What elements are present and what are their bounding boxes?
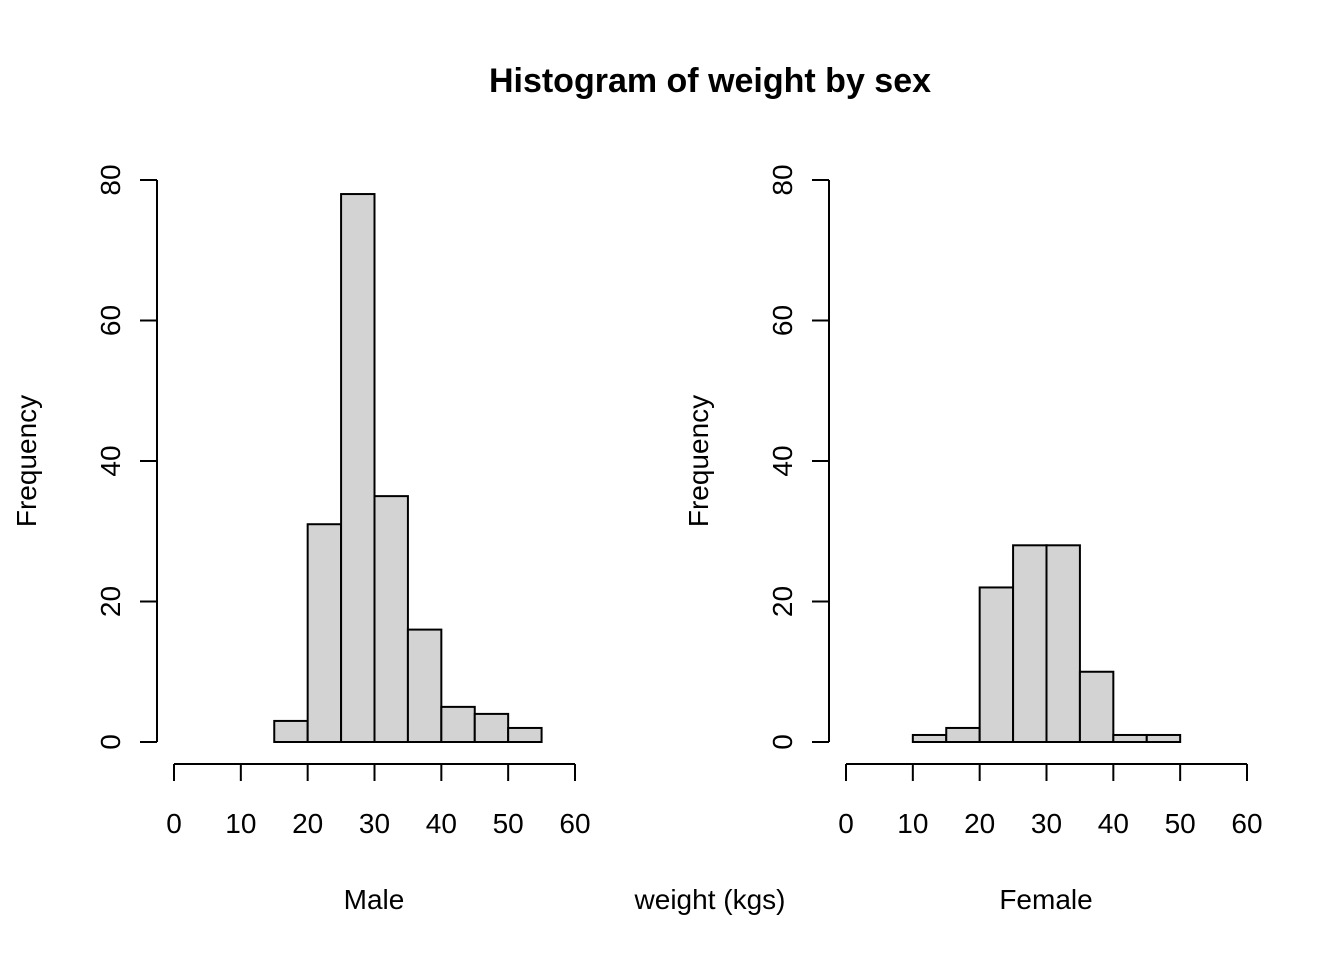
x-tick-label: 30 bbox=[359, 808, 390, 839]
x-tick-label: 40 bbox=[426, 808, 457, 839]
x-axis-left: 0 10 20 30 40 50 60 bbox=[166, 763, 591, 839]
bar-right-30-35 bbox=[1045, 544, 1081, 743]
x-tick-label: 20 bbox=[964, 808, 995, 839]
x-axis-label-right: Female bbox=[999, 884, 1092, 915]
y-tick-label: 80 bbox=[767, 164, 798, 195]
y-tick-label: 60 bbox=[95, 305, 126, 336]
histogram-panels: 0 20 40 60 80 0 10 20 30 40 50 60 Frequency Male 0 20 40… bbox=[11, 164, 1263, 915]
y-axis-right: 0 20 40 60 80 bbox=[767, 164, 830, 750]
y-tick-label: 20 bbox=[767, 586, 798, 617]
y-tick-label: 60 bbox=[767, 305, 798, 336]
shared-x-axis-label: weight (kgs) bbox=[634, 884, 786, 915]
x-axis-label-left: Male bbox=[344, 884, 405, 915]
y-axis-label-right: Frequency bbox=[683, 395, 714, 527]
bar-left-50-55 bbox=[507, 726, 543, 744]
x-tick-label: 10 bbox=[897, 808, 928, 839]
bar-right-25-30 bbox=[1012, 544, 1048, 743]
y-tick-label: 40 bbox=[767, 445, 798, 476]
bar-left-25-30 bbox=[340, 193, 376, 744]
y-tick-label: 0 bbox=[767, 734, 798, 750]
x-tick-label: 10 bbox=[225, 808, 256, 839]
x-axis-right: 0 10 20 30 40 50 60 bbox=[838, 763, 1263, 839]
chart-title: Histogram of weight by sex bbox=[489, 62, 931, 100]
y-tick-label: 80 bbox=[95, 164, 126, 195]
x-tick-label: 0 bbox=[166, 808, 182, 839]
bar-right-15-20 bbox=[945, 726, 981, 744]
bar-right-45-50 bbox=[1145, 733, 1182, 743]
panel-left: 0 20 40 60 80 0 10 20 30 40 50 60 Frequency Male bbox=[11, 164, 591, 915]
bar-left-20-25 bbox=[306, 523, 343, 743]
bar-right-35-40 bbox=[1078, 670, 1115, 743]
bar-left-45-50 bbox=[473, 712, 510, 744]
bar-right-20-25 bbox=[978, 586, 1015, 744]
bar-right-40-45 bbox=[1112, 733, 1148, 743]
x-tick-label: 60 bbox=[1231, 808, 1262, 839]
bar-left-35-40 bbox=[406, 628, 443, 743]
y-axis-left: 0 20 40 60 80 bbox=[95, 164, 158, 750]
bar-right-10-15 bbox=[911, 733, 948, 743]
bar-left-15-20 bbox=[273, 719, 309, 743]
panel-right: 0 20 40 60 80 0 10 20 30 40 50 60 Frequency Female bbox=[683, 164, 1263, 915]
x-tick-label: 60 bbox=[559, 808, 590, 839]
x-tick-label: 50 bbox=[1165, 808, 1196, 839]
x-tick-label: 20 bbox=[292, 808, 323, 839]
bar-left-30-35 bbox=[373, 495, 409, 743]
x-tick-label: 50 bbox=[493, 808, 524, 839]
bar-left-40-45 bbox=[440, 705, 476, 743]
x-tick-label: 40 bbox=[1098, 808, 1129, 839]
y-tick-label: 40 bbox=[95, 445, 126, 476]
x-tick-label: 0 bbox=[838, 808, 854, 839]
y-tick-label: 20 bbox=[95, 586, 126, 617]
y-tick-label: 0 bbox=[95, 734, 126, 750]
x-tick-label: 30 bbox=[1031, 808, 1062, 839]
y-axis-label-left: Frequency bbox=[11, 395, 42, 527]
